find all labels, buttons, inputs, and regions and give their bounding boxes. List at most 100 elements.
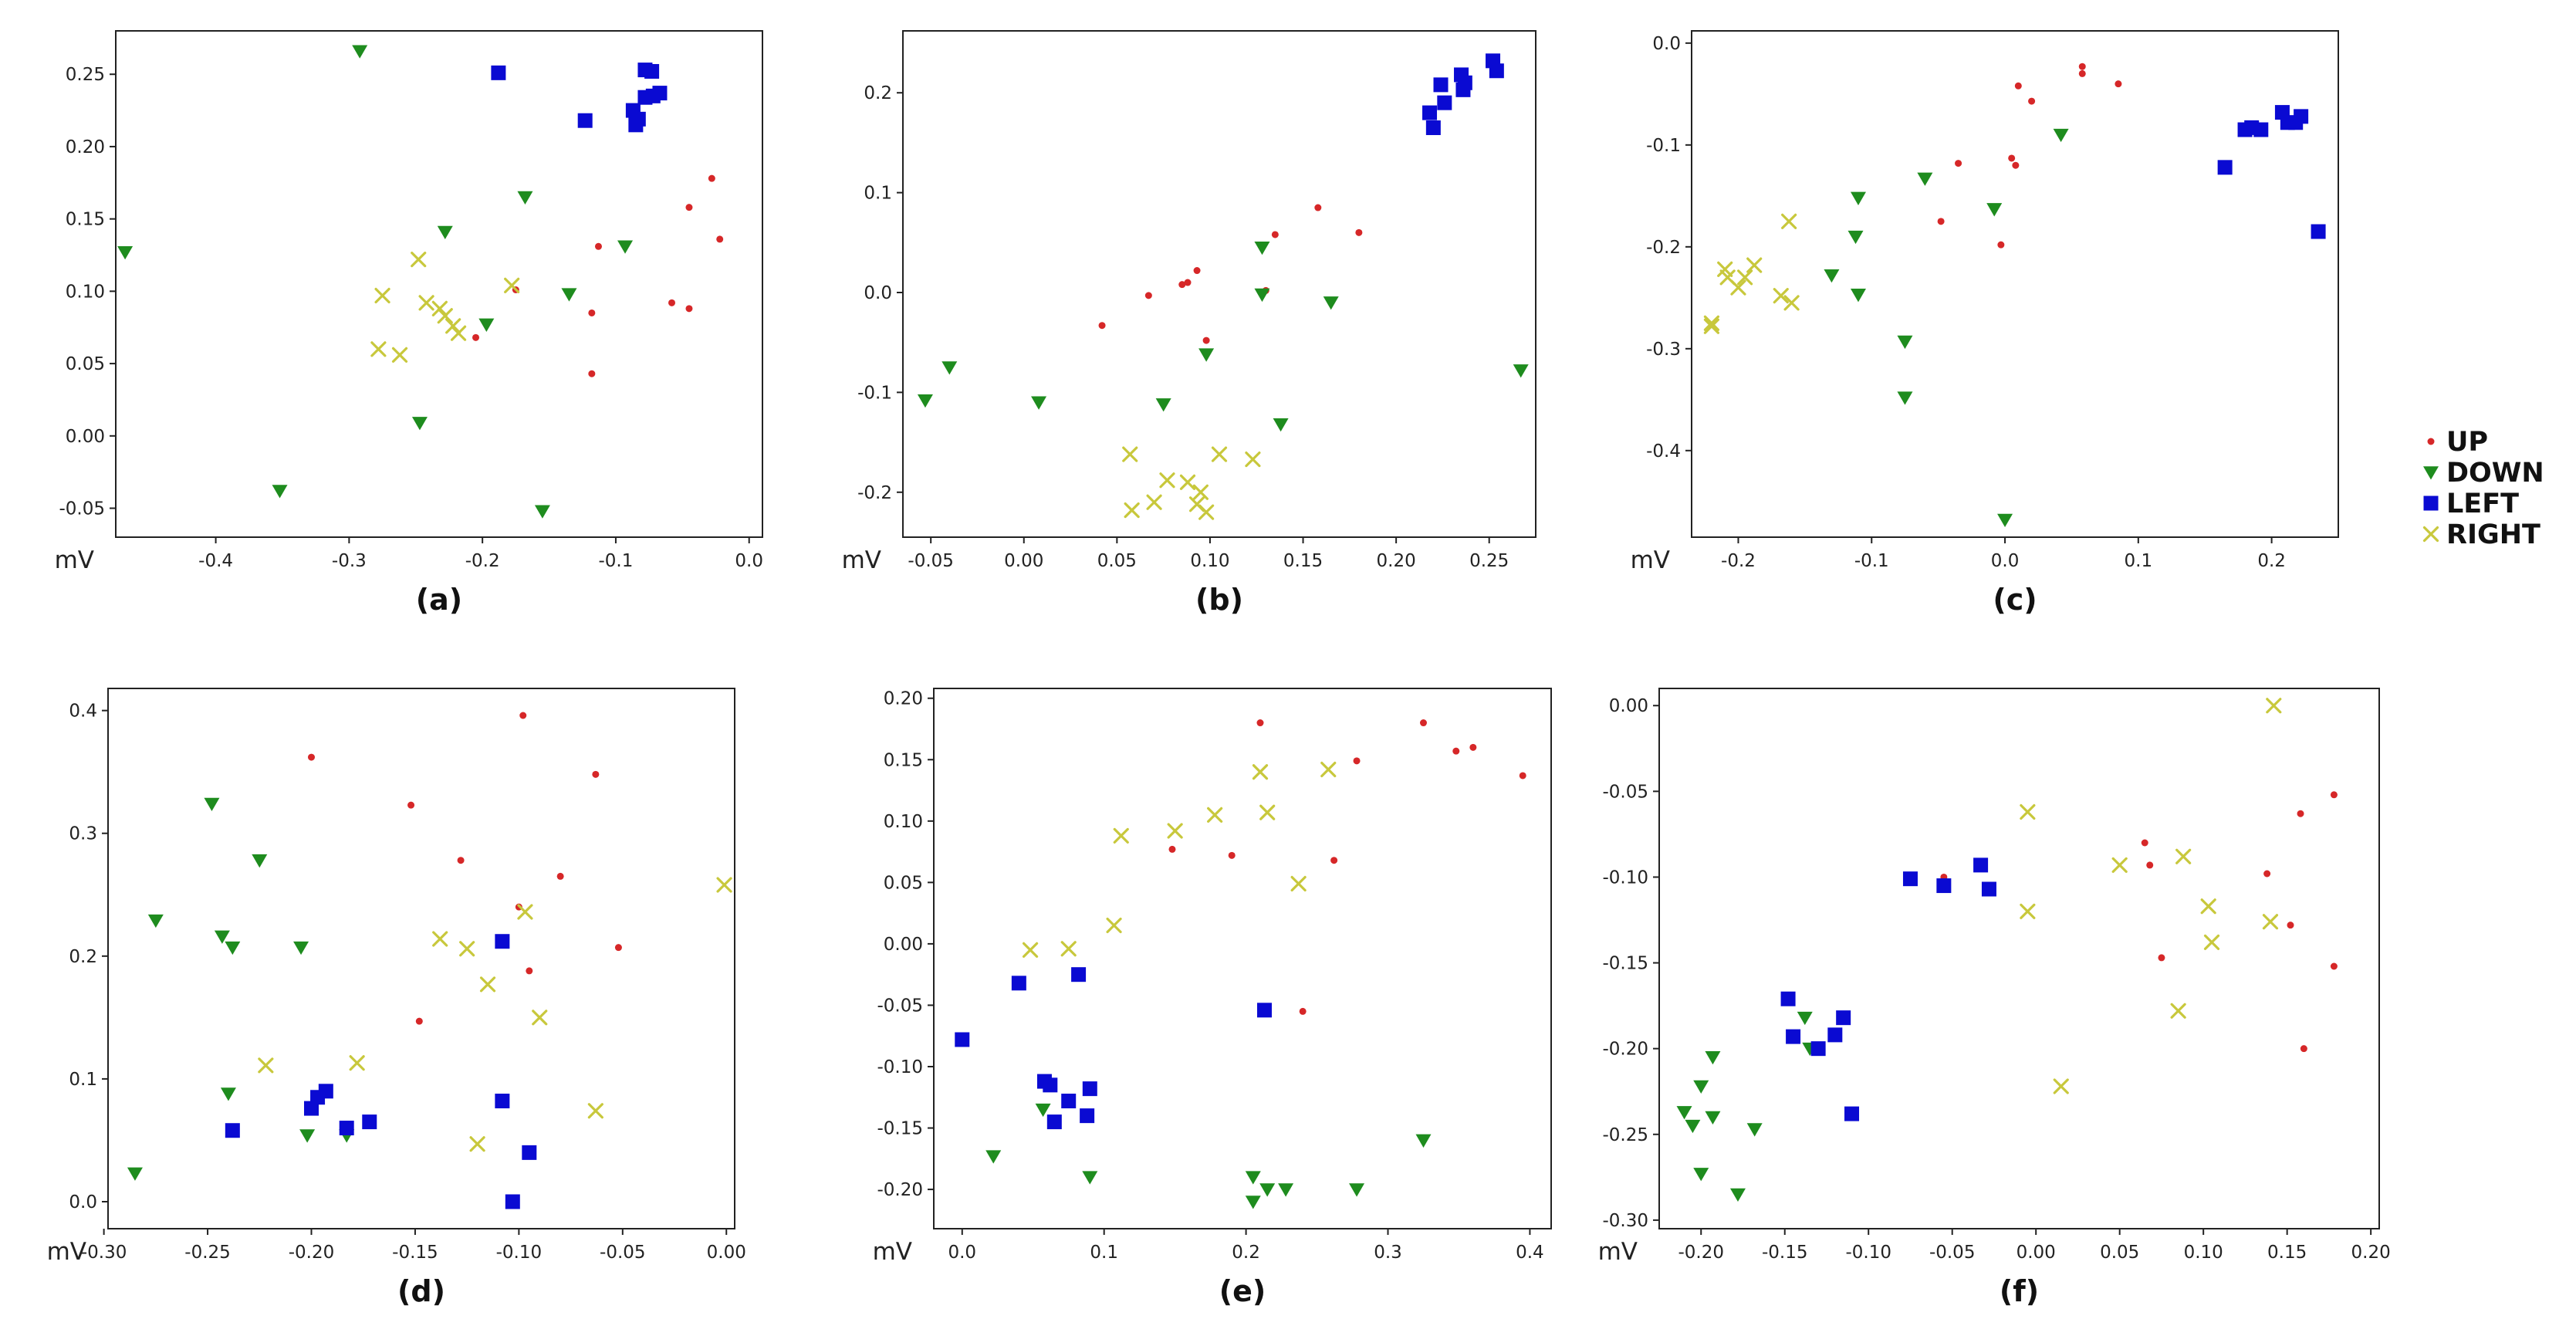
- data-point-right: [418, 295, 434, 311]
- data-point-down: [1245, 1171, 1261, 1185]
- panel-f-ytick-label: 0.00: [1609, 696, 1648, 716]
- data-point-right: [1167, 823, 1183, 839]
- data-point-down: [617, 240, 634, 254]
- data-point-up: [588, 370, 596, 377]
- data-point-right: [2262, 914, 2279, 930]
- data-point-down: [1415, 1134, 1432, 1148]
- panel-f-ytick-label: -0.10: [1602, 867, 1648, 888]
- data-point-down: [1824, 269, 1840, 283]
- panel-a: -0.4 -0.3 -0.2 -0.1 0.0 -0.05 0.00 0.05 0.10 0.15…: [55, 30, 763, 617]
- data-point-left: [2311, 224, 2326, 239]
- panel-e-xtick-label: 0.1: [1090, 1243, 1118, 1263]
- data-point-up: [415, 1017, 423, 1025]
- data-point-up: [2141, 839, 2148, 847]
- data-point-up: [1353, 757, 1361, 765]
- data-point-down: [478, 318, 495, 332]
- data-point-right: [1252, 764, 1269, 780]
- panel-a-series-left: [491, 63, 668, 133]
- data-point-left: [1061, 1094, 1077, 1109]
- panel-f-ytick-label: -0.15: [1602, 954, 1648, 974]
- data-point-left: [2253, 122, 2269, 137]
- panel-b-series-down: [917, 241, 1529, 432]
- data-point-down: [1513, 364, 1529, 378]
- data-point-down: [299, 1129, 316, 1143]
- data-point-down: [1155, 398, 1171, 412]
- data-point-left: [1046, 1114, 1062, 1130]
- data-point-up: [708, 174, 715, 182]
- data-point-right: [1146, 494, 1162, 510]
- panel-b-xtick-label: 0.20: [1377, 551, 1416, 571]
- panel-f-ytick-label: -0.25: [1602, 1125, 1648, 1145]
- data-point-up: [1330, 857, 1338, 864]
- panel-b-xtick-label: 0.25: [1469, 551, 1509, 571]
- data-point-left: [1071, 967, 1087, 982]
- data-point-down: [1323, 296, 1339, 310]
- data-point-down: [1278, 1183, 1294, 1197]
- data-point-down: [1847, 230, 1864, 245]
- panel-d-ytick-label: 0.0: [69, 1192, 97, 1212]
- panel-d-xtick-label: -0.15: [392, 1243, 438, 1263]
- data-point-up: [1144, 292, 1152, 299]
- panel-c: -0.2 -0.1 0.0 0.1 0.2 -0.4 -0.3 -0.2 -0.1 0.0 mV (c…: [1631, 30, 2339, 617]
- data-point-down: [1850, 191, 1866, 205]
- legend-item-down: DOWN: [2423, 458, 2544, 489]
- data-point-right: [1159, 472, 1175, 489]
- panel-d-xtick-label: -0.30: [81, 1243, 127, 1263]
- legend-label-left: LEFT: [2446, 489, 2519, 519]
- panel-f-xtick-label: 0.00: [2017, 1243, 2056, 1263]
- data-point-left: [225, 1123, 240, 1138]
- data-point-down: [437, 225, 453, 240]
- data-point-left: [1780, 991, 1796, 1006]
- data-point-right: [1737, 269, 1753, 286]
- panel-f-ytick-label: -0.05: [1602, 782, 1648, 802]
- panel-d-series-up: [307, 712, 622, 1025]
- data-point-left: [1422, 105, 1438, 120]
- data-point-right: [2111, 857, 2128, 873]
- data-point-left: [644, 63, 660, 79]
- data-point-left: [495, 934, 510, 949]
- panel-f-xtick-label: 0.05: [2100, 1243, 2139, 1263]
- panel-b-ytick-label: -0.1: [857, 383, 892, 403]
- data-point-right: [1245, 451, 1261, 468]
- data-point-up: [2263, 870, 2271, 878]
- panel-f-xtick-label: -0.15: [1762, 1243, 1808, 1263]
- panel-c-series-left: [2217, 105, 2326, 239]
- panel-b-series-up: [1098, 204, 1363, 344]
- data-point-right: [1113, 827, 1129, 844]
- data-point-left: [2217, 160, 2233, 175]
- panel-e-ytick-label: 0.00: [884, 935, 923, 955]
- panel-d-series-right: [258, 877, 732, 1152]
- panel-f-xtick-label: -0.05: [1929, 1243, 1976, 1263]
- data-point-down: [1082, 1171, 1098, 1185]
- panel-a-xlabel: mV: [55, 546, 94, 574]
- panel-e-xtick-label: 0.3: [1374, 1243, 1402, 1263]
- panel-f-xtick-label: -0.20: [1678, 1243, 1724, 1263]
- panel-c-ytick-label: -0.1: [1646, 136, 1681, 156]
- panel-f-series-down: [1676, 1011, 1818, 1202]
- data-point-down: [1035, 1103, 1051, 1118]
- panel-e-series-right: [1022, 761, 1337, 958]
- data-point-right: [1106, 917, 1122, 934]
- data-point-up: [2158, 954, 2165, 962]
- data-point-up: [594, 242, 602, 250]
- data-point-right: [587, 1103, 603, 1119]
- data-point-left: [522, 1145, 537, 1160]
- data-point-right: [459, 941, 475, 957]
- data-point-right: [370, 341, 387, 357]
- panel-f-series-up: [1940, 791, 2338, 1053]
- data-point-down: [1997, 513, 2013, 528]
- data-point-left: [1981, 881, 1996, 897]
- panel-d-xlabel: mV: [47, 1238, 86, 1266]
- data-point-down: [1245, 1196, 1261, 1209]
- data-point-up: [457, 857, 465, 864]
- panel-d-ytick-label: 0.4: [69, 702, 97, 722]
- panel-c-ytick-label: -0.2: [1646, 238, 1681, 258]
- panel-f-series-left: [1780, 857, 1996, 1121]
- panel-e-xtick-label: 0.4: [1516, 1243, 1544, 1263]
- data-point-up: [1168, 845, 1176, 853]
- panel-a-xtick-label: -0.2: [465, 551, 500, 571]
- data-point-down: [117, 245, 134, 260]
- data-point-right: [1060, 941, 1077, 957]
- data-point-left: [1936, 878, 1952, 894]
